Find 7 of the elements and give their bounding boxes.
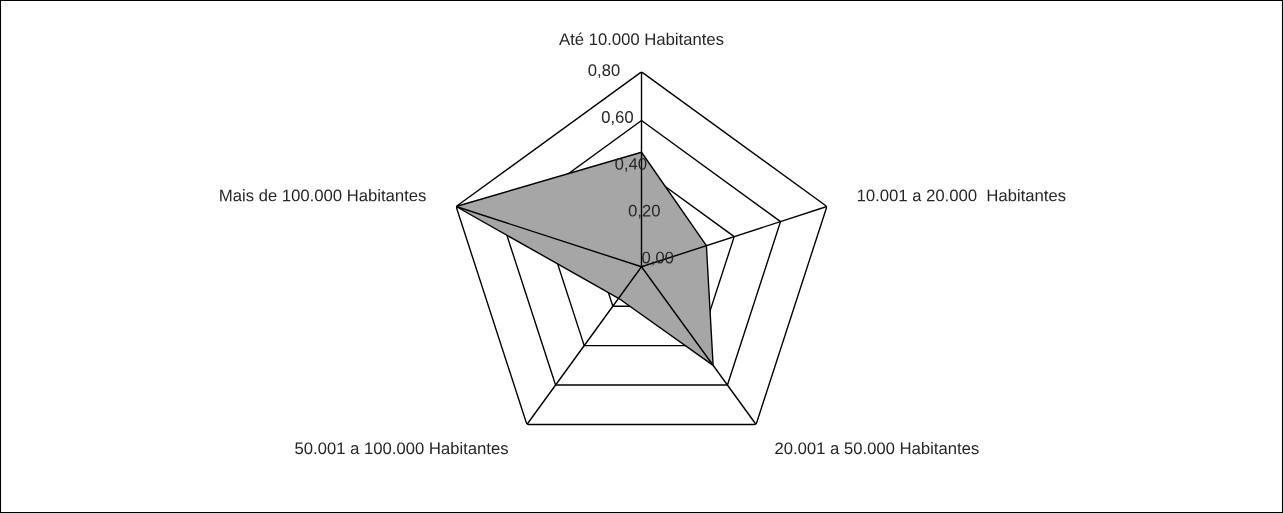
spoke-label: 50.001 a 100.000 Habitantes bbox=[295, 441, 508, 455]
spoke-label: Até 10.000 Habitantes bbox=[559, 32, 724, 46]
spoke-label: 20.001 a 50.000 Habitantes bbox=[775, 441, 979, 455]
spoke-label: 10.001 a 20.000 Habitantes bbox=[857, 189, 1066, 202]
y-tick-label: 0,80 bbox=[588, 64, 620, 79]
y-tick-label: 0,60 bbox=[601, 111, 633, 125]
spoke-label: Mais de 100.000 Habitantes bbox=[220, 189, 426, 202]
